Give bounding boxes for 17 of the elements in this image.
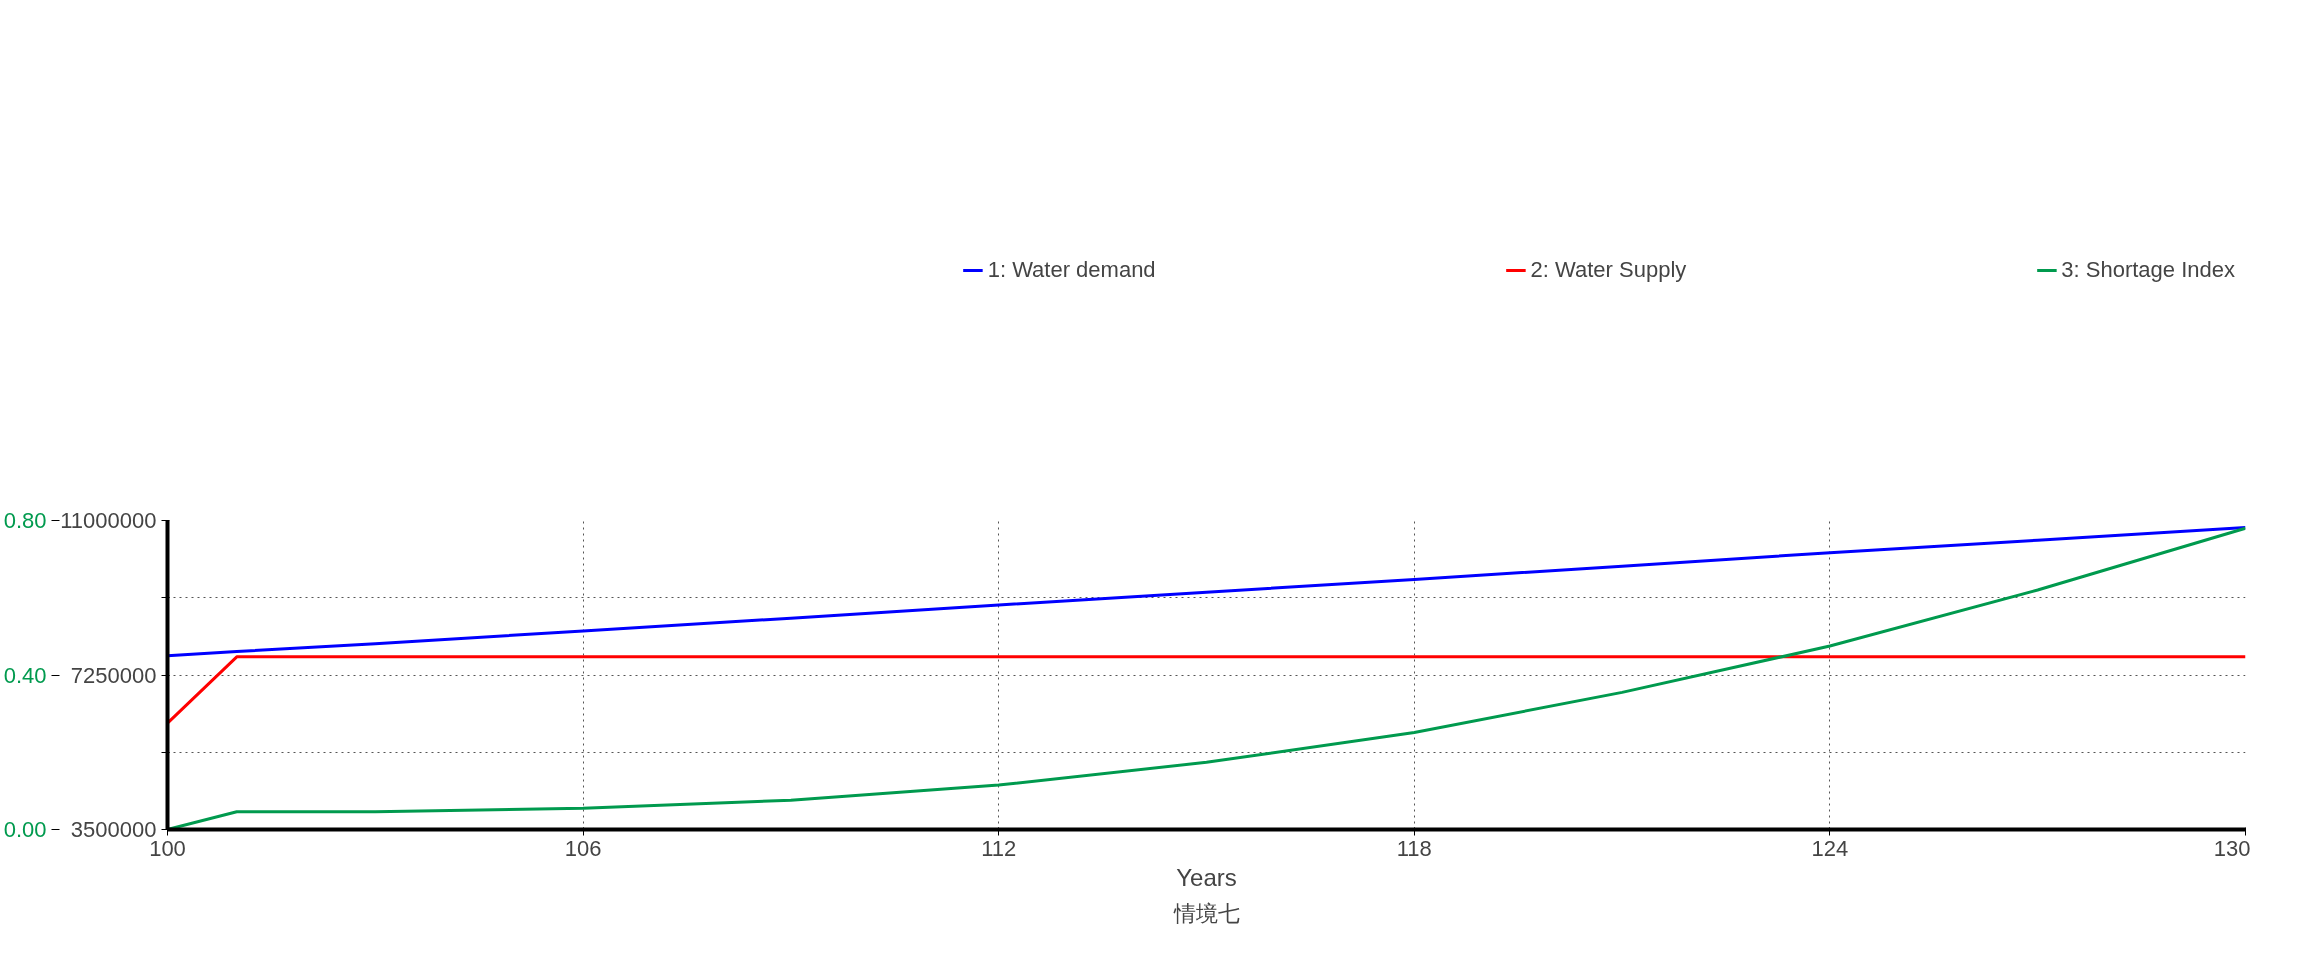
x-tick-label: 112 <box>981 835 1017 861</box>
x-tick-label: 130 <box>2213 835 2251 861</box>
y2-tick-label: 0.80 <box>3 508 47 533</box>
y-tick-label: 11000000 <box>60 508 157 533</box>
legend-label: 1: Water demand <box>987 257 1156 283</box>
y2-tick-label: 0.40 <box>3 662 47 688</box>
y2-tick-label: 0.00 <box>3 817 47 842</box>
y-tick-label: 7250000 <box>70 662 157 688</box>
line-series <box>167 526 2246 658</box>
x-tick-label: 124 <box>1811 835 1849 861</box>
text: 情境七 <box>1172 900 1240 926</box>
x-tick-label: 106 <box>564 835 602 861</box>
y-tick-label: 3500000 <box>70 817 157 842</box>
legend-label: 3: Shortage Index <box>2061 257 2235 283</box>
x-axis-title: Years <box>1176 863 1237 891</box>
legend-label: 2: Water Supply <box>1530 257 1687 283</box>
x-tick-label: 118 <box>1396 835 1432 861</box>
